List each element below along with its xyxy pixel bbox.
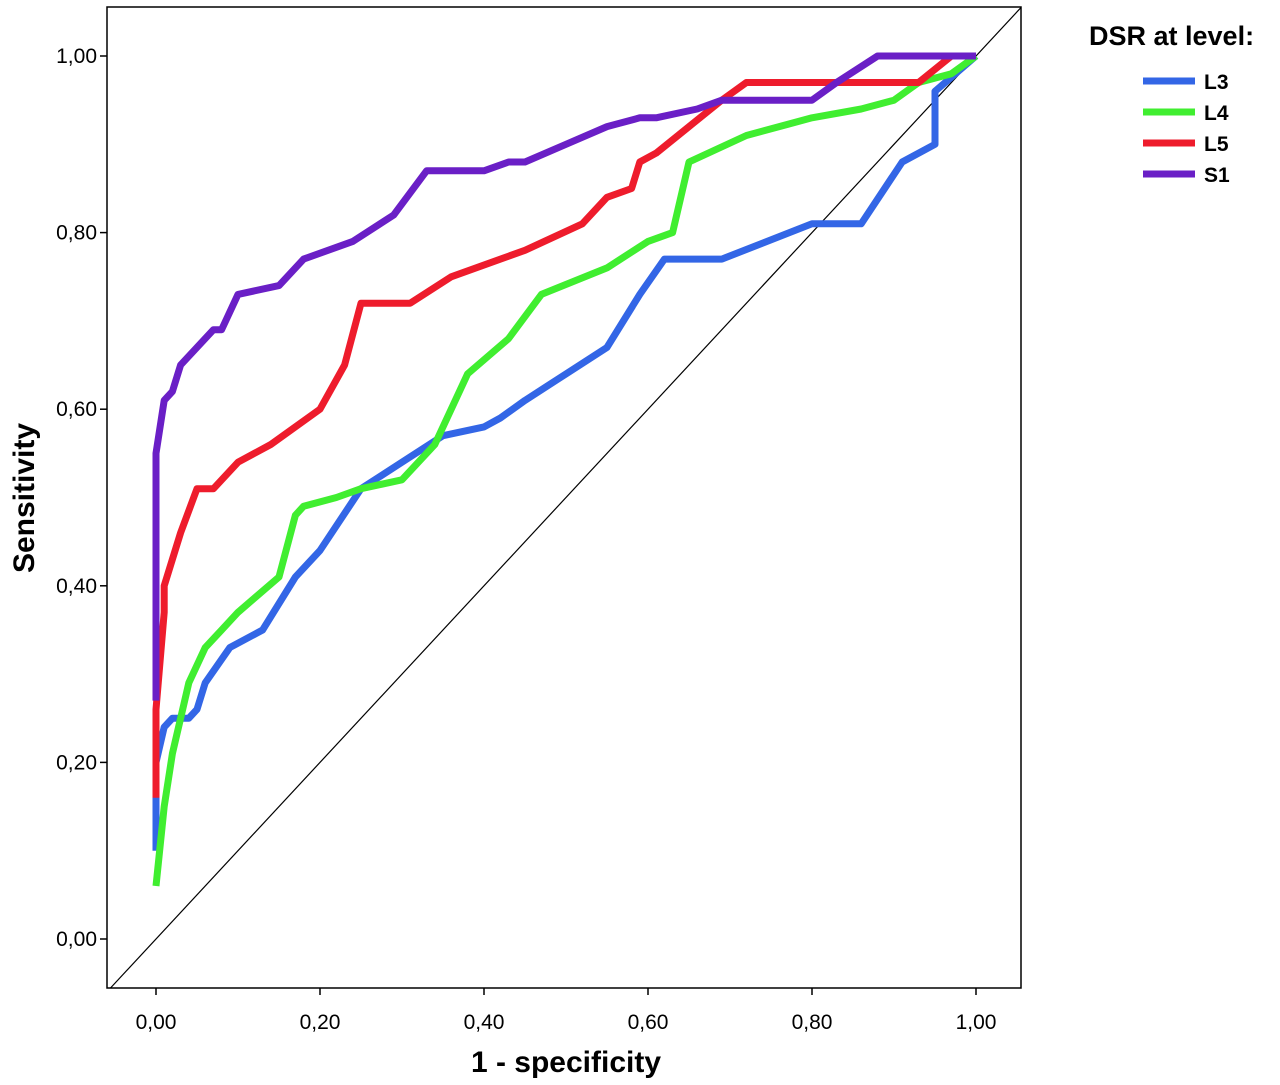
- y-tick-label: 0,00: [56, 928, 97, 951]
- series-line-s1: [152, 52, 976, 701]
- legend-label-l3: L3: [1204, 71, 1229, 94]
- x-axis-title: 1 - specificity: [471, 1046, 661, 1079]
- x-tick-label: 1,00: [956, 1011, 997, 1034]
- x-tick-label: 0,60: [628, 1011, 669, 1034]
- y-tick-label: 0,80: [56, 222, 97, 245]
- plot-frame: [106, 6, 1022, 989]
- x-tick-label: 0,20: [300, 1011, 341, 1034]
- y-tick-label: 0,20: [56, 751, 97, 774]
- y-axis-title: Sensitivity: [8, 423, 41, 573]
- series-line-l5: [152, 52, 976, 798]
- legend-title: DSR at level:: [1089, 21, 1254, 51]
- x-tick-label: 0,00: [136, 1011, 177, 1034]
- legend-label-s1: S1: [1204, 164, 1230, 187]
- legend-label-l5: L5: [1204, 133, 1229, 156]
- y-tick-label: 0,40: [56, 575, 97, 598]
- series-line-l4: [152, 53, 979, 887]
- y-tick-label: 1,00: [56, 45, 97, 68]
- reference-diagonal-line: [110, 7, 1022, 989]
- series-line-l3: [152, 53, 979, 851]
- legend-label-l4: L4: [1204, 102, 1229, 125]
- x-tick-label: 0,40: [464, 1011, 505, 1034]
- y-tick-label: 0,60: [56, 398, 97, 421]
- x-tick-label: 0,80: [792, 1011, 833, 1034]
